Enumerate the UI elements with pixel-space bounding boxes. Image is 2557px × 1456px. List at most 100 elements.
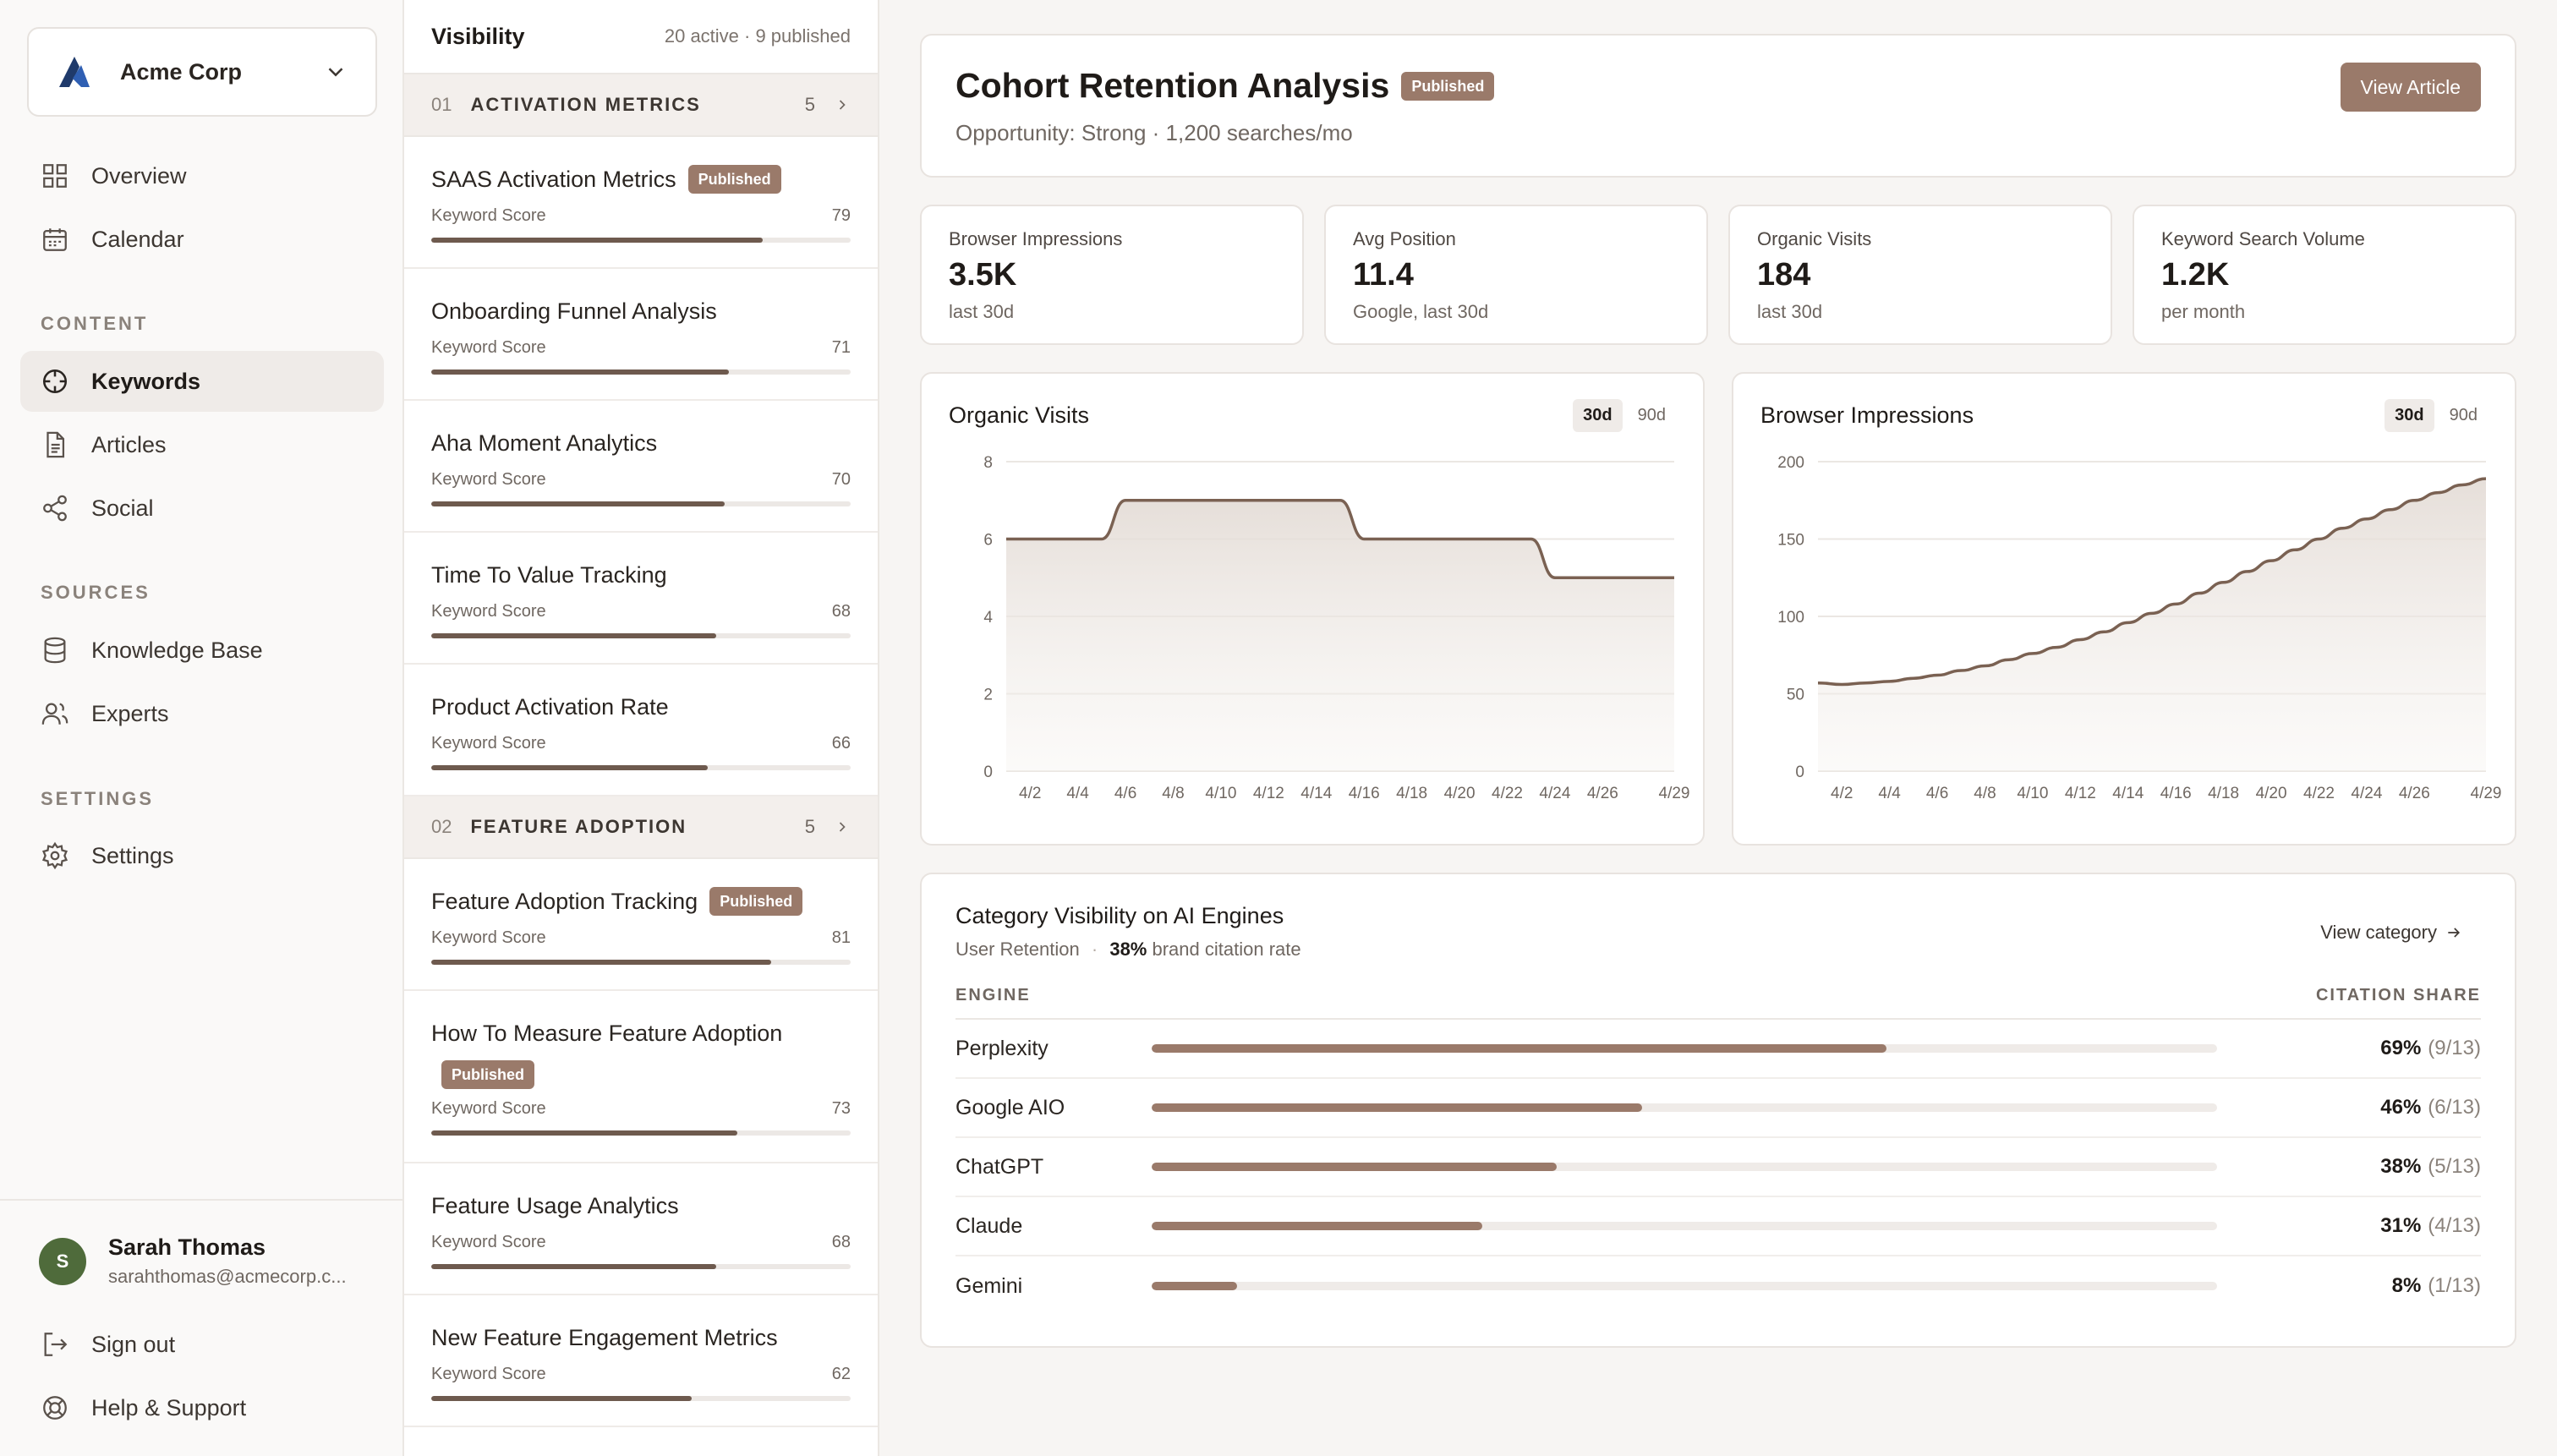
range-toggle: 30d 90d [2379,399,2488,432]
org-switcher[interactable]: Acme Corp [27,27,377,117]
nav-settings[interactable]: Settings [20,825,384,886]
org-name: Acme Corp [120,58,243,85]
keyword-score-fill [431,960,771,965]
grid-icon [43,164,67,188]
y-tick-label: 4 [983,609,993,627]
engine-name: Google AIO [955,1095,1065,1119]
keyword-score-value: 71 [831,338,851,357]
stat-card: Browser Impressions 3.5K last 30d [920,205,1304,345]
keyword-title: How To Measure Feature Adoption [431,1021,783,1046]
chevron-down-icon [328,68,343,77]
view-category-link[interactable]: View category [2320,922,2462,944]
sign-out-label: Sign out [91,1331,176,1357]
x-tick-label: 4/6 [1114,785,1136,802]
nav-social-label: Social [91,495,154,521]
citation-share-pct: 8% [2391,1274,2422,1297]
nav-overview[interactable]: Overview [20,145,384,206]
nav-experts-label: Experts [91,700,169,726]
engine-row-perplexity: Perplexity 69% (9/13) [955,1020,2481,1079]
keyword-score-value: 62 [831,1365,851,1383]
stat-label: Browser Impressions [949,228,1123,249]
group-header-activation[interactable]: 01 ACTIVATION METRICS 5 [404,74,878,137]
keyword-score-label: Keyword Score [431,206,546,225]
arrow-right-icon [2448,928,2461,938]
keyword-score-value: 73 [831,1099,851,1118]
keyword-item[interactable]: New Feature Engagement Metrics Keyword S… [404,1295,878,1427]
sidebar: Acme Corp Overview Calendar CONTENT Keyw… [0,0,404,1456]
engine-name: Gemini [955,1273,1023,1298]
citation-share-bar [1152,1044,2217,1053]
citation-share-pct: 46% [2380,1096,2422,1119]
user-name: Sarah Thomas [108,1234,266,1260]
nav-articles[interactable]: Articles [20,414,384,475]
y-tick-label: 0 [983,764,993,781]
gear-icon [41,841,68,870]
share-icon [43,495,67,522]
x-tick-label: 4/8 [1974,785,1996,802]
x-tick-label: 4/29 [1659,785,1690,802]
stat-caption: last 30d [1757,301,1823,322]
help-support-button[interactable]: Help & Support [20,1377,384,1438]
keyword-title: Onboarding Funnel Analysis [431,298,717,324]
range-30d-button[interactable]: 30d [1573,399,1623,432]
keyword-item[interactable]: Aha Moment Analytics Keyword Score 70 [404,401,878,533]
x-tick-label: 4/10 [2017,785,2048,802]
nav-keywords[interactable]: Keywords [20,351,384,412]
ai-visibility-card: Category Visibility on AI Engines User R… [920,873,2516,1348]
document-icon [47,431,65,458]
keyword-item[interactable]: Product Activation Rate Keyword Score 66 [404,665,878,796]
range-30d-button[interactable]: 30d [2385,399,2434,432]
calendar-icon [43,228,67,251]
keyword-score-label: Keyword Score [431,928,546,947]
nav-experts[interactable]: Experts [20,683,384,744]
section-content: CONTENT [41,313,149,334]
view-article-button[interactable]: View Article [2340,63,2481,112]
keyword-item[interactable]: Feature Adoption Tracking Published Keywo… [404,859,878,991]
article-header-card: Cohort Retention Analysis Published Oppo… [920,34,2516,178]
sign-out-button[interactable]: Sign out [20,1314,384,1375]
browser-impressions-chart-card: Browser Impressions 30d 90d 0 50 100 150 200… [1732,372,2516,846]
citation-share-pct: 38% [2380,1155,2422,1178]
keyword-score-fill [431,765,709,770]
chevron-right-icon [839,822,846,832]
table-header-divider [955,1018,2481,1020]
y-tick-label: 100 [1777,609,1804,627]
keyword-score-value: 70 [831,470,851,489]
engine-name: Claude [955,1213,1023,1238]
citation-share-pct: 69% [2380,1037,2422,1059]
nav-calendar[interactable]: Calendar [20,209,384,270]
y-tick-label: 0 [1795,764,1804,781]
citation-share-bar [1152,1282,2217,1290]
x-tick-label: 4/2 [1019,785,1041,802]
keyword-score-bar [431,1130,851,1136]
keyword-item[interactable]: Feature Usage Analytics Keyword Score 68 [404,1163,878,1295]
keyword-item[interactable]: SAAS Activation Metrics Published Keyword… [404,137,878,269]
stat-card: Keyword Search Volume 1.2K per month [2133,205,2516,345]
ai-visibility-subtitle: User Retention · 38% brand citation rate [955,939,1301,961]
engine-row-chatgpt: ChatGPT 38% (5/13) [955,1138,2481,1197]
range-90d-button[interactable]: 90d [2449,406,2478,424]
keyword-score-bar [431,1264,851,1269]
x-tick-label: 4/22 [2303,785,2335,802]
group-header-feature-adoption[interactable]: 02 FEATURE ADOPTION 5 [404,796,878,859]
stat-label: Organic Visits [1757,228,1872,249]
group-name: FEATURE ADOPTION [470,816,687,837]
keyword-item[interactable]: How To Measure Feature Adoption Publishe… [404,991,878,1163]
range-90d-button[interactable]: 90d [1637,406,1666,424]
keyword-score-label: Keyword Score [431,734,546,753]
nav-knowledge-base[interactable]: Knowledge Base [20,620,384,681]
citation-share-fill [1152,1103,1642,1112]
lifebuoy-icon [43,1396,67,1420]
keyword-item[interactable]: Onboarding Funnel Analysis Keyword Score… [404,269,878,401]
keyword-item[interactable]: Time To Value Tracking Keyword Score 68 [404,533,878,665]
sign-out-icon [44,1333,68,1356]
chart-title: Browser Impressions [1760,402,1974,428]
nav-social[interactable]: Social [20,478,384,539]
x-tick-label: 4/16 [2160,785,2192,802]
keyword-score-label: Keyword Score [431,470,546,489]
user-profile[interactable]: S Sarah Thomas sarahthomas@acmecorp.c... [39,1234,370,1288]
visibility-header: Visibility 20 active · 9 published [404,0,878,74]
published-badge: Published [1401,71,1495,101]
visibility-title: Visibility [431,23,525,49]
range-toggle: 30d 90d [1568,399,1676,432]
